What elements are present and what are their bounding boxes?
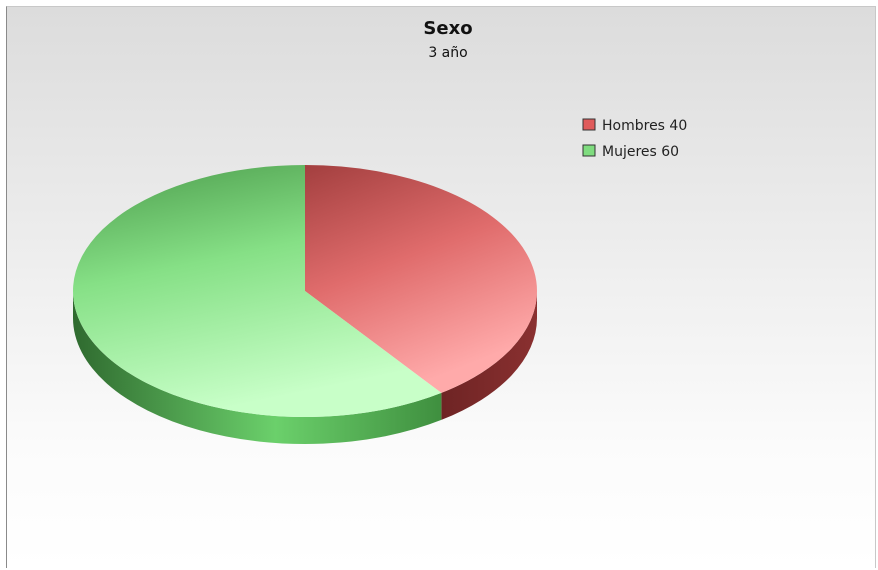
pie-slices xyxy=(72,165,537,444)
pie-slice-hombres xyxy=(305,165,537,393)
pie-side-hombres xyxy=(441,291,537,420)
chart-title: Sexo xyxy=(423,18,472,39)
legend-label-mujeres: Mujeres 60 xyxy=(602,144,679,160)
pie-side-mujeres xyxy=(73,291,442,444)
chart-subtitle: 3 año xyxy=(428,45,467,61)
legend-swatch-mujeres xyxy=(582,144,596,157)
legend-label-hombres: Hombres 40 xyxy=(602,118,687,134)
legend-swatch-hombres xyxy=(582,118,596,131)
legend: Hombres 40 Mujeres 60 xyxy=(582,118,687,160)
pie-slice-mujeres xyxy=(72,165,442,417)
